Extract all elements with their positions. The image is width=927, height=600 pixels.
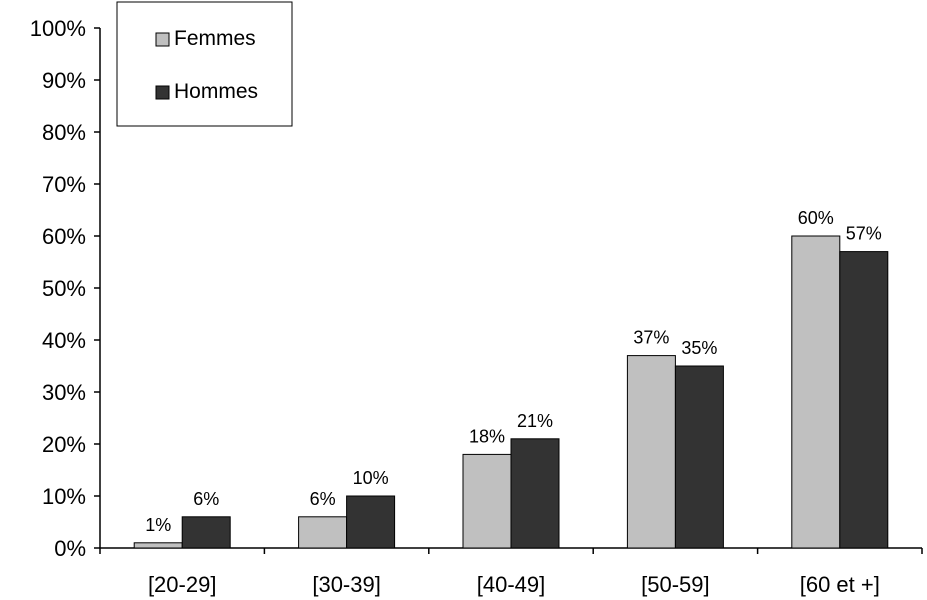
data-label-femmes: 6%	[310, 489, 336, 509]
bar-femmes	[133, 542, 183, 549]
legend: Femmes Hommes	[116, 1, 293, 127]
legend-label-femmes: Femmes	[174, 27, 256, 50]
x-category-label: [50-59]	[641, 572, 710, 597]
bar-hommes	[346, 495, 396, 549]
y-tick-label: 70%	[42, 172, 86, 197]
data-label-femmes: 37%	[633, 328, 669, 348]
y-axis-ticks: 0% 10% 20% 30% 40% 50% 60% 70% 80% 90% 100%	[30, 16, 100, 561]
x-category-label: [20-29]	[148, 572, 217, 597]
data-label-femmes: 60%	[798, 208, 834, 228]
data-label-femmes: 18%	[469, 426, 505, 446]
x-category-label: [60 et +]	[800, 572, 880, 597]
y-tick-label: 60%	[42, 224, 86, 249]
bar-femmes	[791, 235, 841, 549]
y-tick-label: 50%	[42, 276, 86, 301]
y-tick-label: 20%	[42, 432, 86, 457]
x-category-label: [40-49]	[477, 572, 546, 597]
y-tick-label: 100%	[30, 16, 86, 41]
bar-hommes	[510, 438, 560, 549]
bar-hommes	[181, 516, 231, 549]
y-tick-label: 10%	[42, 484, 86, 509]
data-label-hommes: 35%	[681, 338, 717, 358]
bars	[133, 235, 889, 549]
data-label-hommes: 6%	[193, 489, 219, 509]
legend-swatch-femmes	[155, 32, 170, 47]
data-label-hommes: 57%	[846, 224, 882, 244]
x-axis-ticks: [20-29] [30-39] [40-49] [50-59] [60 et +]	[99, 548, 923, 597]
y-tick-label: 30%	[42, 380, 86, 405]
y-tick-label: 40%	[42, 328, 86, 353]
bar-hommes	[674, 365, 724, 549]
legend-box	[116, 1, 293, 127]
bar-hommes	[839, 251, 889, 549]
y-tick-label: 90%	[42, 68, 86, 93]
data-label-femmes: 1%	[145, 515, 171, 535]
bar-femmes	[462, 453, 512, 549]
x-category-label: [30-39]	[312, 572, 381, 597]
data-labels: 1% 6% 6% 10% 18% 21% 37% 35% 60% 57%	[145, 208, 882, 535]
legend-label-hommes: Hommes	[174, 80, 258, 103]
bar-femmes	[298, 516, 348, 549]
legend-swatch-hommes	[155, 85, 170, 100]
bar-femmes	[626, 355, 676, 549]
data-label-hommes: 21%	[517, 411, 553, 431]
y-tick-label: 80%	[42, 120, 86, 145]
y-tick-label: 0%	[54, 536, 86, 561]
data-label-hommes: 10%	[353, 468, 389, 488]
